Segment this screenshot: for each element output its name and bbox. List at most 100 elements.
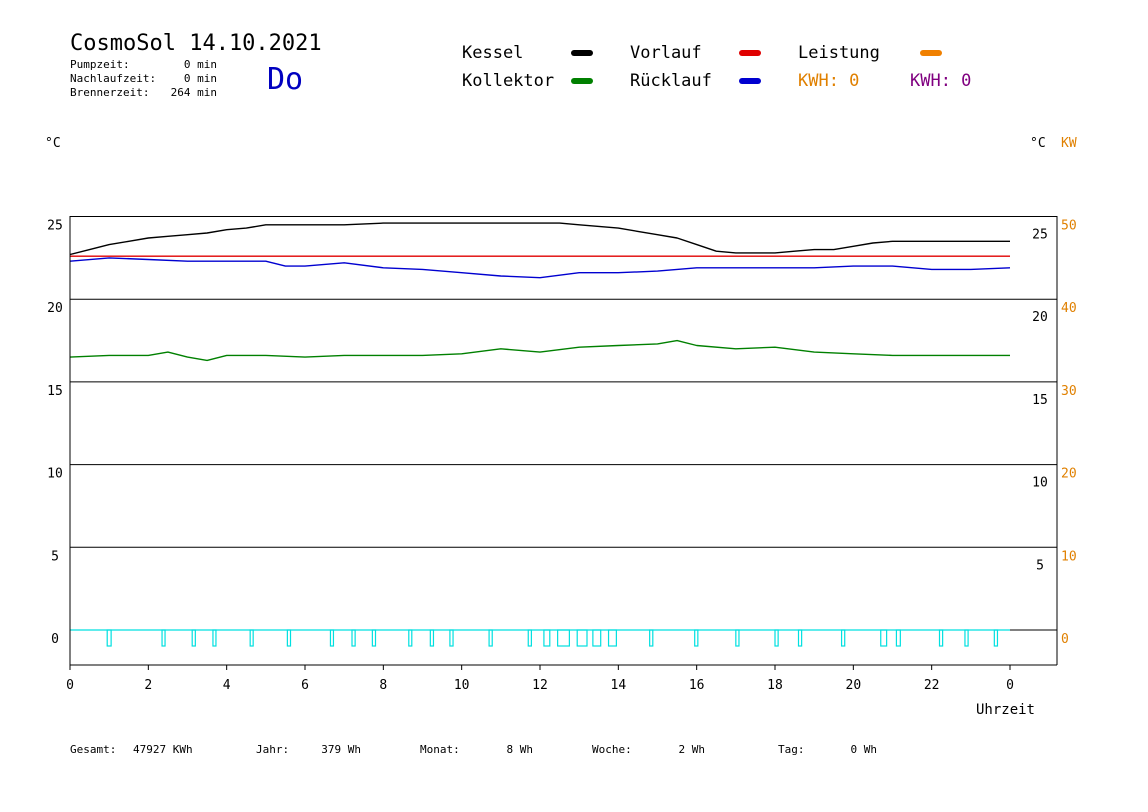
chart-title: CosmoSol 14.10.2021: [70, 31, 322, 56]
y-kw-tick-label: 20: [1061, 467, 1077, 482]
pump-pulse: [429, 629, 435, 647]
footer-value-gesamt: 47927 KWh: [133, 743, 193, 756]
footer-label-woche: Woche:: [592, 743, 632, 756]
x-tick-label: 14: [611, 678, 627, 693]
left-axis-unit: °C: [45, 136, 61, 151]
x-tick-label: 0: [66, 678, 74, 693]
pump-pulse: [774, 629, 779, 647]
pump-pulse: [161, 629, 166, 647]
right-axis-unit: °C: [1030, 136, 1046, 151]
x-axis-label: Uhrzeit: [976, 702, 1035, 718]
pump-pulse: [488, 629, 493, 647]
y-right-tick-label: 15: [1032, 393, 1048, 408]
legend-swatch-kollektor: [571, 78, 593, 84]
x-tick-label: 6: [301, 678, 309, 693]
pump-pulse: [607, 629, 617, 647]
grid: [70, 216, 1057, 631]
y-kw-tick-label: 30: [1061, 384, 1077, 399]
y-right-tick-label: 5: [1036, 558, 1044, 573]
y-left-tick-label: 25: [47, 219, 63, 234]
pump-pulse: [964, 629, 969, 647]
axes: [69, 216, 1058, 670]
pump-pulse: [351, 629, 356, 647]
y-kw-tick-label: 10: [1061, 549, 1077, 564]
series-line-rcklauf: [69, 257, 1011, 279]
footer-value-tag: 0 Wh: [851, 743, 878, 756]
pump-pulse: [191, 629, 196, 647]
pump-pulse: [557, 629, 570, 647]
x-tick-label: 4: [223, 678, 231, 693]
pump-pulse: [880, 629, 888, 647]
x-tick-label: 8: [379, 678, 387, 693]
footer-totals: Gesamt: 47927 KWh Jahr: 379 Wh Monat: 8 …: [70, 743, 877, 756]
legend-label-kessel: Kessel: [462, 43, 523, 63]
stat-label-nachlaufzeit: Nachlaufzeit:: [70, 72, 156, 85]
stats-block: Pumpzeit: 0 min Nachlaufzeit: 0 min Bren…: [70, 58, 217, 99]
x-tick-label: 22: [924, 678, 940, 693]
legend-swatch-vorlauf: [739, 50, 761, 56]
footer-label-jahr: Jahr:: [256, 743, 289, 756]
legend-label-kollektor: Kollektor: [462, 71, 554, 91]
series-line-kollektor: [69, 339, 1010, 362]
y-left-tick-label: 15: [47, 384, 63, 399]
x-tick-label: 18: [767, 678, 783, 693]
y-kw-tick-label: 40: [1061, 301, 1077, 316]
pump-pulse: [543, 629, 551, 647]
stat-value-nachlaufzeit: 0 min: [184, 72, 217, 85]
legend-swatch-leistung: [920, 50, 942, 56]
pump-pulse: [840, 629, 846, 647]
y-right-tick-label: 20: [1032, 310, 1048, 325]
footer-label-gesamt: Gesamt:: [70, 743, 116, 756]
pump-pulses: [70, 629, 1010, 647]
pump-pulse: [993, 629, 999, 647]
legend: Kessel Vorlauf Leistung Kollektor Rückla…: [462, 43, 971, 91]
footer-value-jahr: 379 Wh: [321, 743, 361, 756]
pump-pulse: [938, 629, 944, 647]
pump-pulse: [329, 629, 335, 647]
pump-pulse: [527, 629, 532, 647]
y-right-tick-label: 10: [1032, 476, 1048, 491]
pump-pulse: [797, 629, 803, 647]
pump-pulse: [286, 629, 292, 647]
pump-pulse: [371, 629, 377, 647]
pump-pulse: [249, 629, 254, 647]
y-left-tick-label: 5: [51, 549, 59, 564]
legend-swatch-kessel: [571, 50, 593, 56]
pump-pulse: [576, 629, 588, 647]
pump-pulse: [449, 629, 454, 647]
tick-labels: 0 2 4 6 8 10 12 14 16 18 20 22 0 0 5 10 15 20 25 5 10 15 20 25 0…: [47, 219, 1076, 694]
weekday-label: Do: [267, 62, 303, 97]
y-right-tick-label: 25: [1032, 228, 1048, 243]
x-tick-label: 12: [532, 678, 548, 693]
legend-label-leistung: Leistung: [798, 43, 880, 63]
series-line-kessel: [69, 222, 1010, 256]
x-tick-label: 0: [1006, 678, 1014, 693]
pump-pulse: [408, 629, 413, 647]
pump-pulse: [212, 629, 217, 647]
right-axis-unit-kw: KW: [1061, 136, 1077, 151]
pump-pulse: [895, 629, 901, 647]
stat-label-pumpzeit: Pumpzeit:: [70, 58, 130, 71]
y-kw-tick-label: 0: [1061, 632, 1069, 647]
x-tick-label: 2: [144, 678, 152, 693]
stat-value-pumpzeit: 0 min: [184, 58, 217, 71]
stat-value-brennerzeit: 264 min: [171, 86, 217, 99]
pump-pulse: [735, 629, 740, 647]
x-tick-label: 20: [846, 678, 862, 693]
pump-pulse: [106, 629, 112, 647]
pump-pulse: [592, 629, 602, 647]
footer-label-monat: Monat:: [420, 743, 460, 756]
y-left-tick-label: 20: [47, 301, 63, 316]
y-kw-tick-label: 50: [1061, 219, 1077, 234]
footer-value-monat: 8 Wh: [507, 743, 534, 756]
kwh-label-2: KWH: 0: [910, 71, 971, 91]
legend-label-vorlauf: Vorlauf: [630, 43, 702, 63]
x-tick-label: 16: [689, 678, 705, 693]
y-left-tick-label: 10: [47, 467, 63, 482]
stat-label-brennerzeit: Brennerzeit:: [70, 86, 149, 99]
footer-label-tag: Tag:: [778, 743, 805, 756]
x-tick-label: 10: [454, 678, 470, 693]
series-lines: [69, 222, 1011, 362]
pump-pulse: [649, 629, 654, 647]
